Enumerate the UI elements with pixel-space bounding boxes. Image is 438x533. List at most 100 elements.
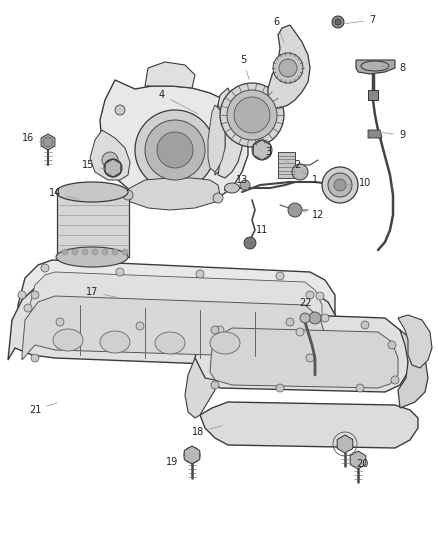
Text: 18: 18 — [192, 426, 223, 437]
Circle shape — [18, 291, 26, 299]
Circle shape — [31, 291, 39, 299]
Circle shape — [309, 312, 321, 324]
Circle shape — [82, 249, 88, 255]
Circle shape — [31, 354, 39, 362]
Circle shape — [116, 268, 124, 276]
Polygon shape — [208, 105, 225, 172]
Text: 19: 19 — [166, 456, 186, 467]
Circle shape — [321, 314, 329, 322]
Polygon shape — [145, 62, 195, 88]
Circle shape — [104, 159, 122, 177]
Circle shape — [220, 83, 284, 147]
Circle shape — [235, 125, 245, 135]
Circle shape — [292, 164, 308, 180]
Ellipse shape — [53, 329, 83, 351]
Circle shape — [211, 326, 219, 334]
Text: 14: 14 — [49, 188, 79, 199]
Circle shape — [102, 249, 108, 255]
Circle shape — [196, 270, 204, 278]
Text: 2: 2 — [285, 160, 300, 170]
Circle shape — [145, 120, 205, 180]
Polygon shape — [210, 328, 398, 388]
Ellipse shape — [210, 332, 240, 354]
Text: 3: 3 — [258, 147, 271, 157]
Polygon shape — [195, 312, 408, 392]
Ellipse shape — [56, 182, 128, 202]
Polygon shape — [105, 159, 121, 177]
Circle shape — [252, 140, 272, 160]
Circle shape — [306, 291, 314, 299]
Circle shape — [286, 318, 294, 326]
Circle shape — [332, 16, 344, 28]
Text: 17: 17 — [86, 287, 117, 297]
Polygon shape — [368, 130, 382, 138]
Circle shape — [356, 384, 364, 392]
Circle shape — [62, 249, 68, 255]
Text: 12: 12 — [301, 210, 324, 220]
Circle shape — [123, 190, 133, 200]
Polygon shape — [218, 88, 242, 178]
Text: 6: 6 — [273, 17, 284, 43]
Circle shape — [216, 326, 224, 334]
Text: 11: 11 — [252, 225, 268, 240]
Text: 13: 13 — [236, 175, 248, 190]
Ellipse shape — [155, 332, 185, 354]
Polygon shape — [8, 278, 338, 368]
Polygon shape — [18, 260, 335, 338]
Circle shape — [322, 167, 358, 203]
Polygon shape — [398, 315, 432, 368]
Circle shape — [240, 180, 250, 190]
Bar — [57, 192, 129, 257]
Polygon shape — [215, 100, 238, 175]
Text: 15: 15 — [82, 160, 105, 170]
Polygon shape — [122, 178, 220, 210]
Circle shape — [296, 328, 304, 336]
Circle shape — [279, 59, 297, 77]
Circle shape — [41, 264, 49, 272]
Circle shape — [43, 137, 53, 147]
Circle shape — [335, 19, 341, 25]
Polygon shape — [184, 446, 200, 464]
Circle shape — [391, 376, 399, 384]
Circle shape — [112, 249, 118, 255]
Polygon shape — [41, 134, 55, 150]
Circle shape — [334, 179, 346, 191]
Ellipse shape — [361, 61, 389, 71]
Polygon shape — [356, 60, 395, 74]
Text: 7: 7 — [345, 15, 375, 25]
Polygon shape — [100, 80, 248, 205]
Circle shape — [300, 313, 310, 323]
Text: 22: 22 — [300, 298, 312, 315]
Polygon shape — [368, 90, 378, 100]
Text: 20: 20 — [352, 452, 368, 469]
Polygon shape — [200, 402, 418, 448]
Polygon shape — [398, 330, 428, 408]
Bar — [278, 152, 295, 178]
Ellipse shape — [100, 331, 130, 353]
Circle shape — [184, 447, 200, 463]
Polygon shape — [268, 25, 310, 108]
Circle shape — [338, 437, 352, 451]
Ellipse shape — [225, 183, 240, 193]
Text: 21: 21 — [29, 403, 57, 415]
Circle shape — [56, 318, 64, 326]
Circle shape — [273, 53, 303, 83]
Text: 16: 16 — [22, 133, 41, 143]
Ellipse shape — [56, 247, 128, 267]
Text: 1: 1 — [302, 172, 318, 185]
Circle shape — [276, 384, 284, 392]
Text: 9: 9 — [381, 130, 405, 140]
Text: 5: 5 — [240, 55, 249, 79]
Circle shape — [122, 249, 128, 255]
Polygon shape — [185, 358, 215, 418]
Circle shape — [328, 173, 352, 197]
Circle shape — [72, 249, 78, 255]
Circle shape — [316, 292, 324, 300]
Circle shape — [211, 381, 219, 389]
Circle shape — [135, 110, 215, 190]
Circle shape — [306, 354, 314, 362]
Circle shape — [351, 453, 365, 467]
Polygon shape — [253, 140, 271, 160]
Circle shape — [213, 193, 223, 203]
Text: 10: 10 — [345, 178, 371, 188]
